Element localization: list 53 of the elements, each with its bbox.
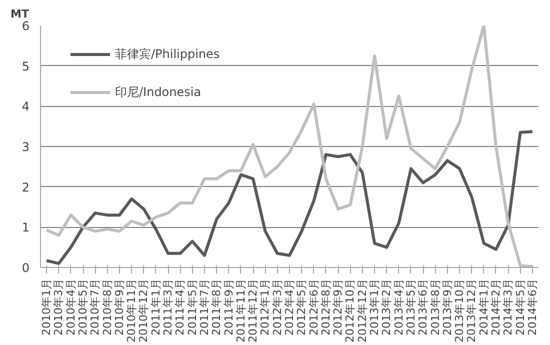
x-tick-label: 2013年2月 <box>380 278 394 336</box>
x-tick-label: 2011年11月 <box>234 278 248 342</box>
x-tick-label: 2010年1月 <box>40 278 54 336</box>
legend-label: 印尼/Indonesia <box>115 84 202 100</box>
x-tick-label: 2011年8月 <box>210 278 224 336</box>
x-tick-label: 2011年7月 <box>198 278 211 336</box>
x-tick-label: 2014年5月 <box>514 278 527 336</box>
x-tick-label: 2013年9月 <box>440 278 454 336</box>
y-tick-label: 5 <box>22 59 30 74</box>
x-tick-label: 2010年12月 <box>137 278 150 342</box>
x-tick-label: 2012年1月 <box>258 278 272 336</box>
y-tick-label: 1 <box>22 220 30 235</box>
x-tick-label: 2012年6月 <box>307 278 320 336</box>
x-tick-label: 2010年3月 <box>52 278 66 336</box>
y-tick-label: 2 <box>22 180 30 194</box>
x-tick-label: 2011年12月 <box>246 278 260 342</box>
x-tick-label: 2010年4月 <box>64 278 78 336</box>
x-tick-label: 2011年1月 <box>149 278 162 336</box>
x-tick-label: 2013年12月 <box>465 278 478 342</box>
x-tick-label: 2013年8月 <box>428 278 442 336</box>
y-tick-label: 3 <box>22 140 30 154</box>
x-tick-label: 2011年4月 <box>174 278 187 336</box>
x-tick-label: 2012年3月 <box>270 278 284 336</box>
x-tick-label: 2010年9月 <box>112 278 126 336</box>
line-series <box>45 130 534 265</box>
x-tick-label: 2010年11月 <box>125 278 138 342</box>
x-tick-label: 2014年2月 <box>489 278 502 336</box>
x-tick-label: 2011年3月 <box>162 278 175 336</box>
x-tick-label: 2014年3月 <box>502 278 515 336</box>
y-tick-label: 4 <box>22 100 30 114</box>
y-tick-label: 0 <box>22 261 30 275</box>
y-tick-label: 6 <box>22 19 30 33</box>
line-series <box>45 26 534 268</box>
x-tick-label: 2010年8月 <box>100 278 114 336</box>
legend-label: 菲律宾/Philippines <box>115 46 220 62</box>
x-tick-label: 2013年6月 <box>416 278 430 336</box>
x-tick-label: 2012年4月 <box>283 278 296 336</box>
x-tick-label: 2012年5月 <box>295 278 308 336</box>
x-tick-label: 2013年1月 <box>368 278 382 336</box>
x-tick-label: 2011年5月 <box>186 278 199 336</box>
x-tick-label: 2010年5月 <box>76 278 90 336</box>
x-tick-label: 2012年8月 <box>319 278 332 336</box>
x-tick-label: 2012年12月 <box>356 278 369 342</box>
x-tick-label: 2013年10月 <box>453 278 466 342</box>
x-tick-label: 2010年7月 <box>88 278 102 336</box>
x-tick-label: 2011年9月 <box>222 278 236 336</box>
x-tick-label: 2013年4月 <box>392 278 406 336</box>
x-tick-label: 2014年1月 <box>477 278 490 336</box>
x-tick-label: 2012年10月 <box>344 278 357 342</box>
x-tick-label: 2013年5月 <box>404 278 418 336</box>
x-tick-label: 2014年6月 <box>526 278 539 336</box>
x-tick-label: 2012年9月 <box>332 278 345 336</box>
y-axis-title: MT <box>10 8 30 20</box>
